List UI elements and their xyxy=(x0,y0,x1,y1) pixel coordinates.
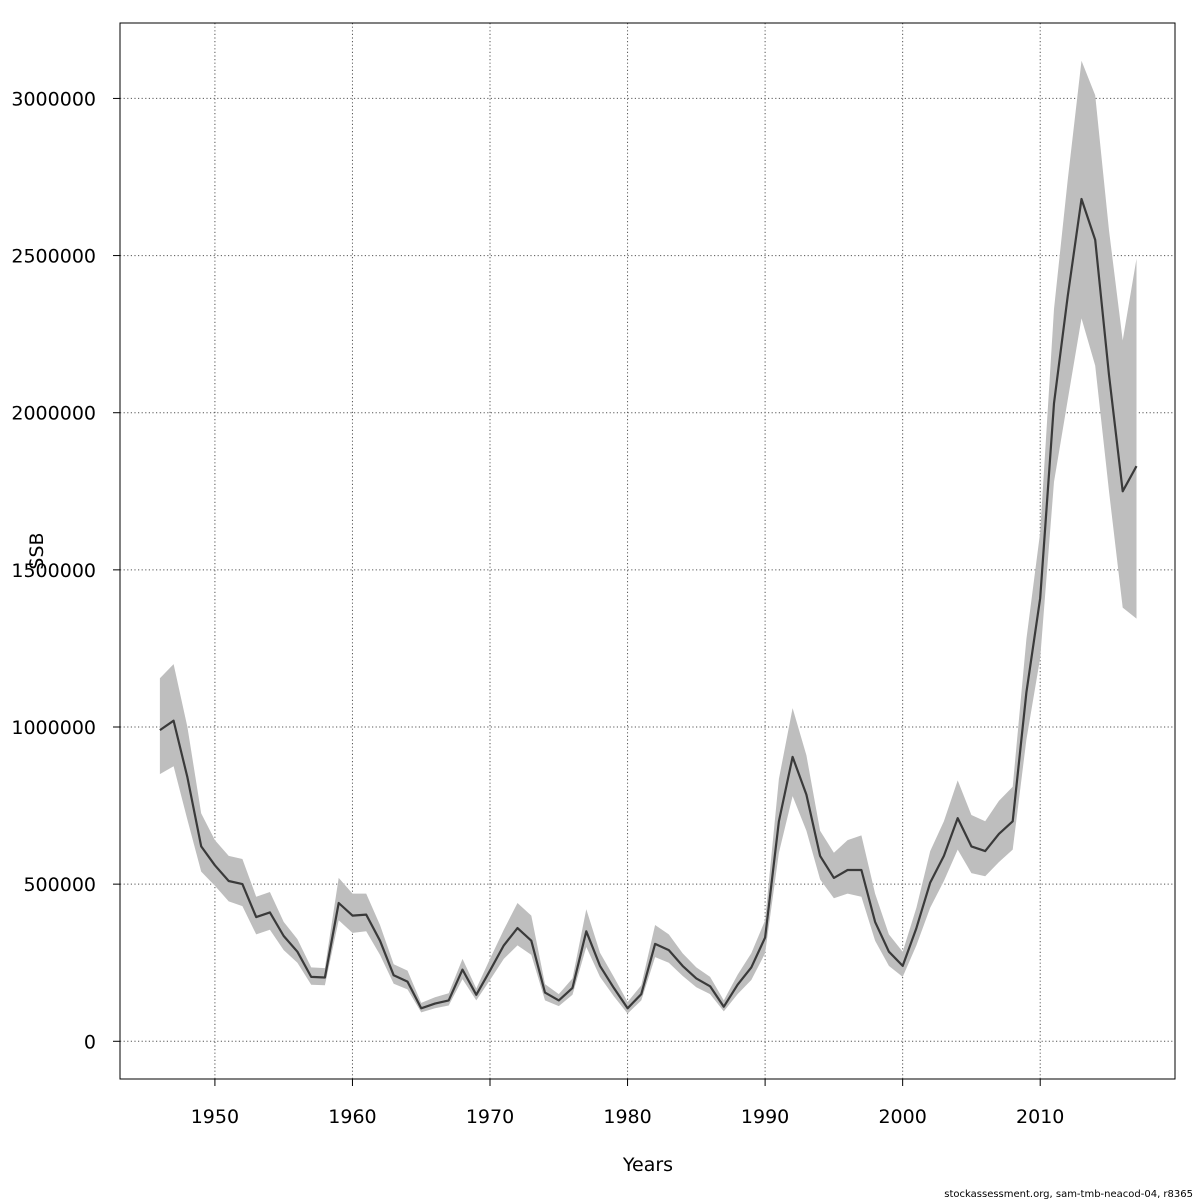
x-tick-label-1990: 1990 xyxy=(741,1106,789,1128)
y-tick-label-1500000: 1500000 xyxy=(11,560,96,582)
x-tick-label-1960: 1960 xyxy=(328,1106,376,1128)
footer-credit: stockassessment.org, sam-tmb-neacod-04, … xyxy=(944,1189,1193,1200)
x-tick-label-2010: 2010 xyxy=(1016,1106,1064,1128)
y-tick-label-2000000: 2000000 xyxy=(11,403,96,425)
confidence-band xyxy=(159,60,1137,1014)
grid-lines xyxy=(120,23,1175,1079)
y-axis-ticks: 0 500000 1000000 1500000 2000000 2500000 30000… xyxy=(11,88,120,1053)
plot-frame xyxy=(119,22,1176,1080)
ssb-line xyxy=(159,197,1138,1010)
y-tick-label-2500000: 2500000 xyxy=(11,246,96,268)
x-tick-label-2000: 2000 xyxy=(878,1106,926,1128)
x-axis-label: Years xyxy=(622,1154,673,1176)
x-tick-label-1950: 1950 xyxy=(191,1106,239,1128)
x-tick-label-1970: 1970 xyxy=(466,1106,514,1128)
y-tick-label-3000000: 3000000 xyxy=(11,88,96,110)
x-tick-label-1980: 1980 xyxy=(603,1106,651,1128)
x-axis-ticks: 1950 1960 1970 1980 1990 2000 2010 xyxy=(191,1079,1064,1128)
y-axis-label: SSB xyxy=(26,532,48,569)
y-tick-label-500000: 500000 xyxy=(23,874,96,896)
y-tick-label-1000000: 1000000 xyxy=(11,717,96,739)
y-tick-label-0: 0 xyxy=(84,1031,96,1053)
